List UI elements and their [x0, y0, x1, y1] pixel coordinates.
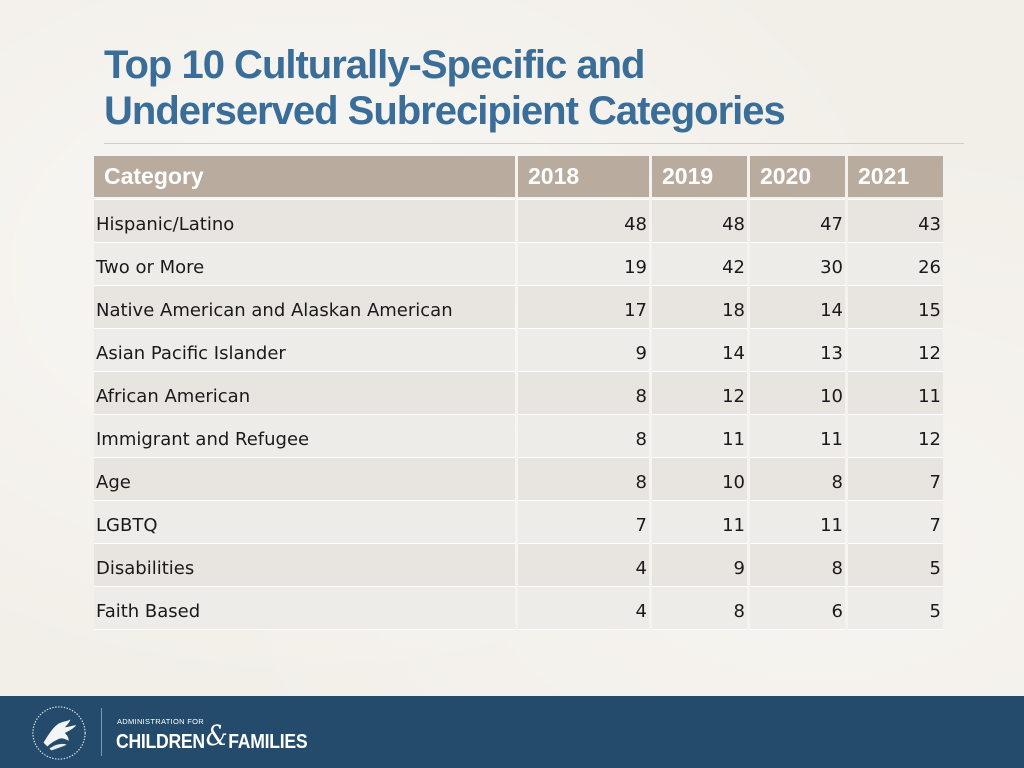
category-cell: Asian Pacific Islander — [94, 329, 515, 372]
value-cell-2020: 13 — [750, 329, 845, 372]
value-cell-2018: 19 — [518, 243, 649, 286]
spacer-cell — [652, 197, 747, 200]
category-cell: Age — [94, 458, 515, 501]
acf-logo-ampersand: & — [205, 719, 228, 752]
acf-logo-wordmark: CHILDREN&FAMILIES — [116, 722, 308, 754]
value-cell-2021: 12 — [848, 329, 943, 372]
acf-logo-small-text: ADMINISTRATION FOR — [117, 717, 204, 726]
column-header-category: Category — [94, 156, 515, 197]
spacer-cell — [750, 197, 845, 200]
acf-logo-families: FAMILIES — [228, 731, 308, 753]
value-cell-2020: 8 — [750, 458, 845, 501]
table-row: LGBTQ 7 11 11 7 — [94, 501, 943, 544]
slide-title: Top 10 Culturally-Specific and Underserv… — [104, 42, 964, 134]
title-divider — [104, 143, 964, 144]
category-cell: Disabilities — [94, 544, 515, 587]
value-cell-2021: 26 — [848, 243, 943, 286]
value-cell-2021: 7 — [848, 501, 943, 544]
table-row: Disabilities 4 9 8 5 — [94, 544, 943, 587]
table-row: Two or More 19 42 30 26 — [94, 243, 943, 286]
value-cell-2018: 4 — [518, 544, 649, 587]
table-header-spacer — [94, 197, 943, 200]
category-cell: Hispanic/Latino — [94, 200, 515, 243]
table-row: African American 8 12 10 11 — [94, 372, 943, 415]
acf-logo-children: CHILDREN — [116, 731, 205, 753]
spacer-cell — [848, 197, 943, 200]
table-row: Immigrant and Refugee 8 11 11 12 — [94, 415, 943, 458]
value-cell-2019: 11 — [652, 415, 747, 458]
value-cell-2019: 42 — [652, 243, 747, 286]
hhs-eagle-seal-icon — [32, 706, 86, 760]
value-cell-2021: 7 — [848, 458, 943, 501]
value-cell-2020: 47 — [750, 200, 845, 243]
value-cell-2018: 8 — [518, 372, 649, 415]
value-cell-2020: 11 — [750, 415, 845, 458]
value-cell-2021: 5 — [848, 587, 943, 630]
value-cell-2019: 9 — [652, 544, 747, 587]
column-header-2018: 2018 — [518, 156, 649, 197]
subrecipient-categories-table: Category 2018 2019 2020 2021 Hispanic/La… — [91, 156, 946, 630]
value-cell-2021: 12 — [848, 415, 943, 458]
category-cell: Immigrant and Refugee — [94, 415, 515, 458]
value-cell-2021: 15 — [848, 286, 943, 329]
value-cell-2019: 10 — [652, 458, 747, 501]
category-cell: Faith Based — [94, 587, 515, 630]
value-cell-2018: 48 — [518, 200, 649, 243]
value-cell-2018: 17 — [518, 286, 649, 329]
value-cell-2019: 48 — [652, 200, 747, 243]
value-cell-2020: 8 — [750, 544, 845, 587]
value-cell-2020: 6 — [750, 587, 845, 630]
footer-bar — [0, 696, 1024, 768]
table-row: Faith Based 4 8 6 5 — [94, 587, 943, 630]
value-cell-2018: 7 — [518, 501, 649, 544]
column-header-2019: 2019 — [652, 156, 747, 197]
slide-title-line-1: Top 10 Culturally-Specific and — [104, 43, 645, 87]
spacer-cell — [94, 197, 515, 200]
value-cell-2019: 8 — [652, 587, 747, 630]
value-cell-2021: 5 — [848, 544, 943, 587]
column-header-2021: 2021 — [848, 156, 943, 197]
value-cell-2019: 12 — [652, 372, 747, 415]
value-cell-2019: 18 — [652, 286, 747, 329]
spacer-cell — [518, 197, 649, 200]
category-cell: Native American and Alaskan American — [94, 286, 515, 329]
value-cell-2020: 30 — [750, 243, 845, 286]
table-row: Asian Pacific Islander 9 14 13 12 — [94, 329, 943, 372]
value-cell-2018: 8 — [518, 415, 649, 458]
value-cell-2018: 4 — [518, 587, 649, 630]
value-cell-2019: 14 — [652, 329, 747, 372]
column-header-2020: 2020 — [750, 156, 845, 197]
slide-title-line-2: Underserved Subrecipient Categories — [104, 89, 786, 133]
value-cell-2021: 43 — [848, 200, 943, 243]
value-cell-2019: 11 — [652, 501, 747, 544]
category-cell: African American — [94, 372, 515, 415]
table-body: Hispanic/Latino 48 48 47 43 Two or More 19 42 30… — [94, 197, 943, 630]
table-row: Age 8 10 8 7 — [94, 458, 943, 501]
value-cell-2020: 11 — [750, 501, 845, 544]
value-cell-2018: 9 — [518, 329, 649, 372]
footer-divider — [101, 708, 102, 756]
table-row: Native American and Alaskan American 17 18… — [94, 286, 943, 329]
value-cell-2021: 11 — [848, 372, 943, 415]
value-cell-2020: 14 — [750, 286, 845, 329]
table-row: Hispanic/Latino 48 48 47 43 — [94, 200, 943, 243]
value-cell-2018: 8 — [518, 458, 649, 501]
table-header-row: Category 2018 2019 2020 2021 — [94, 156, 943, 197]
value-cell-2020: 10 — [750, 372, 845, 415]
category-cell: Two or More — [94, 243, 515, 286]
category-cell: LGBTQ — [94, 501, 515, 544]
